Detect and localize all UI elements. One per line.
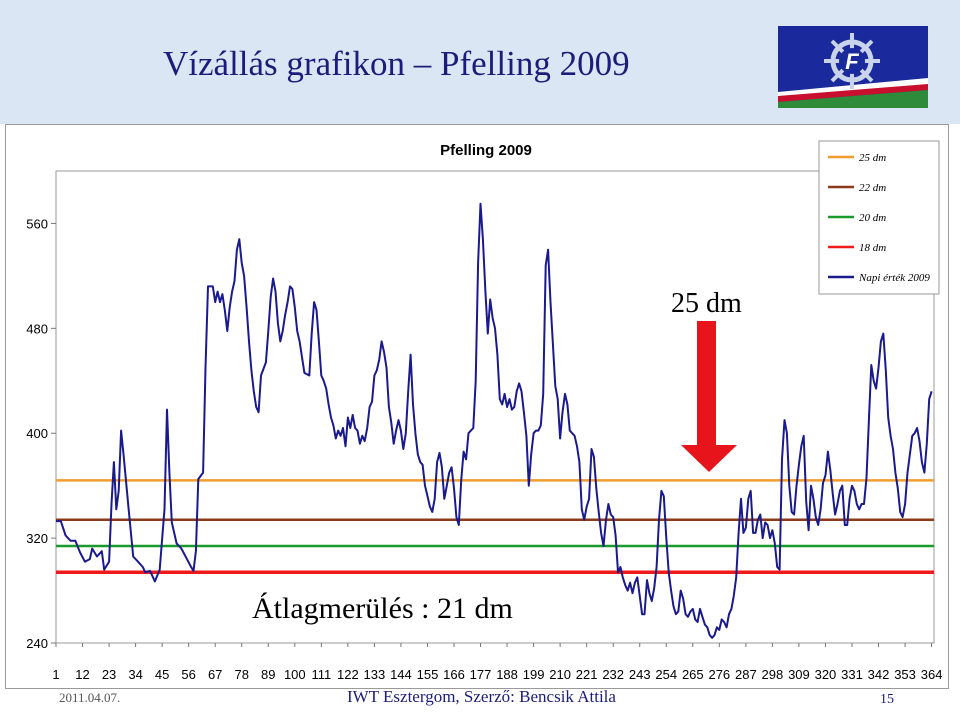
average-draft-label: Átlagmerülés : 21 dm [252, 592, 513, 625]
page-number: 15 [880, 692, 894, 707]
x-tick-label: 287 [735, 667, 757, 682]
x-tick-label: 221 [576, 667, 598, 682]
x-tick-label: 111 [311, 667, 331, 682]
y-tick-label: 480 [26, 321, 48, 336]
x-tick-label: 45 [155, 667, 169, 682]
legend-label: 20 dm [859, 212, 886, 224]
x-tick-label: 56 [181, 667, 195, 682]
x-tick-label: 353 [894, 667, 916, 682]
x-tick-label: 177 [470, 667, 492, 682]
x-axis: 1 12 23 34 45 56 67 78 89 100 111 122 133 144 155 166 17… [52, 643, 942, 682]
y-tick-label: 320 [26, 531, 48, 546]
x-tick-label: 331 [841, 667, 863, 682]
x-tick-label: 254 [655, 667, 677, 682]
x-tick-label: 166 [443, 667, 465, 682]
y-tick-label: 240 [26, 636, 48, 651]
reference-lines [56, 479, 934, 574]
x-tick-label: 100 [284, 667, 306, 682]
x-tick-label: 243 [629, 667, 651, 682]
footer-date: 2011.04.07. [59, 690, 121, 705]
legend-label: 18 dm [859, 242, 886, 254]
legend: 25 dm 22 dm 20 dm 18 dm Napi érték 2009 [818, 140, 940, 295]
x-tick-label: 144 [390, 667, 412, 682]
legend-label: 22 dm [859, 182, 886, 194]
x-tick-label: 133 [364, 667, 386, 682]
footer-credit: IWT Esztergom, Szerző: Bencsik Attila [347, 687, 616, 706]
chart-panel: Pfelling 2009 240 320 400 480 560 1 12 23 34 45 5… [5, 124, 949, 689]
x-tick-label: 122 [337, 667, 359, 682]
x-tick-label: 23 [102, 667, 116, 682]
x-tick-label: 232 [602, 667, 624, 682]
x-tick-label: 199 [523, 667, 545, 682]
x-tick-label: 276 [708, 667, 730, 682]
series-line-napi-ertek [56, 202, 933, 639]
water-level-chart: Pfelling 2009 240 320 400 480 560 1 12 23 34 45 5… [26, 140, 942, 682]
x-tick-label: 34 [128, 667, 142, 682]
y-tick-label: 400 [26, 426, 48, 441]
ship-wheel-logo-icon: F [778, 26, 928, 108]
x-tick-label: 78 [234, 667, 248, 682]
arrow-label: 25 dm [671, 288, 742, 319]
annotation-arrow [681, 321, 737, 472]
legend-label: 25 dm [859, 152, 886, 164]
y-tick-label: 560 [26, 216, 48, 231]
x-tick-label: 342 [868, 667, 890, 682]
chart-title: Pfelling 2009 [440, 142, 532, 159]
x-tick-label: 1 [52, 667, 59, 682]
x-tick-label: 89 [261, 667, 275, 682]
x-tick-label: 320 [815, 667, 837, 682]
x-tick-label: 364 [921, 667, 943, 682]
x-tick-label: 309 [788, 667, 810, 682]
logo-letter: F [845, 49, 859, 74]
x-tick-label: 155 [417, 667, 439, 682]
legend-label: Napi érték 2009 [858, 272, 930, 284]
x-tick-label: 265 [682, 667, 704, 682]
plot-area [55, 170, 935, 644]
y-axis: 240 320 400 480 560 [26, 216, 56, 651]
x-tick-label: 67 [208, 667, 222, 682]
x-tick-label: 210 [549, 667, 571, 682]
x-tick-label: 12 [75, 667, 89, 682]
x-tick-label: 188 [496, 667, 518, 682]
slide-title: Vízállás grafikon – Pfelling 2009 [163, 44, 630, 83]
x-tick-label: 298 [762, 667, 784, 682]
